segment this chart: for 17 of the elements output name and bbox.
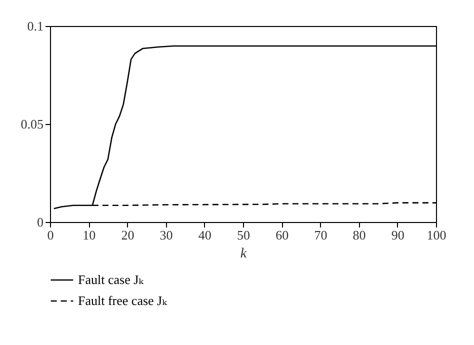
legend-label: Fault case Jₖ <box>78 272 145 287</box>
x-tick-label: 100 <box>426 228 446 242</box>
y-tick-label: 0.05 <box>20 116 44 132</box>
x-tick-label: 60 <box>276 228 289 242</box>
x-tick-label: 20 <box>121 228 134 242</box>
x-tick-label: 40 <box>198 228 212 242</box>
x-tick-label: 30 <box>160 228 173 242</box>
y-tick-label: 0 <box>37 214 44 230</box>
x-tick-label: 80 <box>352 228 366 242</box>
x-tick-label: 0 <box>47 228 54 242</box>
x-axis-title: k <box>240 246 248 262</box>
x-tick-label: 50 <box>237 228 250 242</box>
x-tick-label: 90 <box>391 228 404 242</box>
y-tick-label: 0.1 <box>27 18 44 34</box>
x-tick-label: 10 <box>82 228 96 242</box>
legend-label: Fault free case Jₖ <box>78 293 168 308</box>
x-tick-label: 70 <box>314 228 328 242</box>
